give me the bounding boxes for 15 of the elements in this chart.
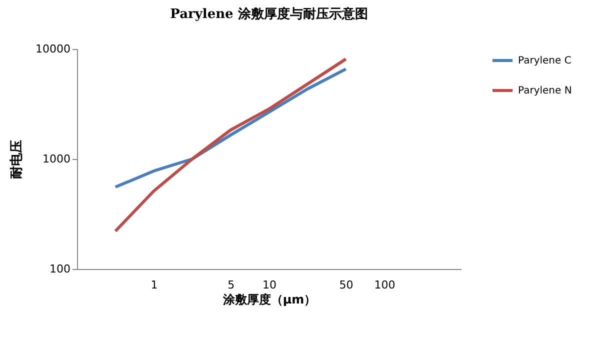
y-tick-label: 10000 — [36, 42, 70, 56]
x-tick-label: 100 — [374, 278, 396, 292]
y-axis-title: 耐电压 — [10, 140, 25, 179]
x-axis-title: 涂敷厚度（μm） — [222, 292, 316, 306]
x-tick-label: 5 — [228, 278, 235, 292]
line-series — [114, 58, 348, 233]
line-series — [114, 68, 348, 189]
chart-title: Parylene 涂敷厚度与耐压示意图 — [170, 6, 368, 22]
x-tick-label: 1 — [150, 278, 158, 292]
legend-label: Parylene C — [518, 56, 572, 66]
legend-label: Parylene N — [518, 86, 572, 96]
x-tick-label: 10 — [262, 278, 276, 292]
y-tick-label: 1000 — [42, 152, 70, 166]
x-tick-label: 50 — [339, 278, 354, 292]
y-tick-label: 100 — [50, 262, 70, 276]
